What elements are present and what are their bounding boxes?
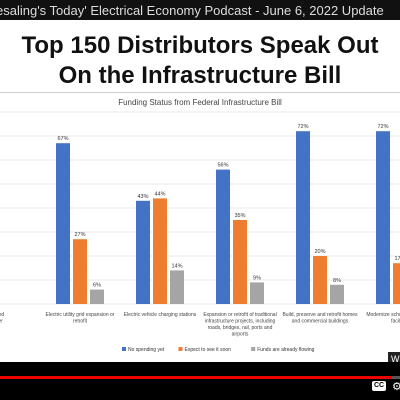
- bar-no-spending-yet: [136, 200, 150, 304]
- bar-funds-are-already-flowing: [170, 270, 184, 304]
- category-label: Electric utility grid expansion or: [46, 312, 115, 318]
- category-label: Expansion or retrofit of traditional: [203, 312, 276, 318]
- bar-expect-to-see-it-soon: [233, 220, 247, 304]
- data-label: 20%: [314, 249, 325, 255]
- bar-expect-to-see-it-soon: [73, 239, 87, 304]
- headline-line-1: Top 150 Distributors Speak Out: [21, 32, 379, 59]
- category-label: facilities: [391, 319, 400, 325]
- legend-swatch: [178, 347, 183, 351]
- data-label: 43%: [137, 194, 148, 200]
- closed-captions-icon[interactable]: CC: [372, 381, 386, 391]
- bar-no-spending-yet: [376, 131, 390, 304]
- category-label: Modernize schools and child-c: [366, 312, 400, 318]
- bar-funds-are-already-flowing: [90, 289, 104, 304]
- progress-fill: [0, 376, 392, 379]
- legend-swatch: [122, 347, 126, 351]
- category-label: Electric vehicle charging stations: [124, 312, 197, 318]
- video-title[interactable]: esaling's Today' Electrical Economy Podc…: [0, 0, 400, 20]
- data-label: 67%: [57, 136, 68, 142]
- legend-label: No spending yet: [128, 347, 165, 353]
- category-label: Build, preserve and retrofit homes: [282, 312, 358, 318]
- bar-no-spending-yet: [216, 169, 230, 304]
- bar-expect-to-see-it-soon: [393, 263, 400, 304]
- data-label: 72%: [377, 124, 388, 130]
- data-label: 56%: [217, 163, 228, 169]
- data-label: 9%: [253, 275, 261, 281]
- data-label: 72%: [297, 124, 308, 130]
- bar-no-spending-yet: [56, 143, 70, 304]
- category-label: and commercial buildings: [292, 319, 349, 325]
- legend-swatch: [251, 347, 256, 351]
- category-label: airports: [232, 332, 249, 338]
- settings-icon[interactable]: ⚙: [392, 381, 400, 393]
- category-label: and: [0, 312, 4, 318]
- data-label: 44%: [154, 191, 165, 197]
- bar-expect-to-see-it-soon: [313, 256, 327, 304]
- category-label: ter: [0, 319, 3, 325]
- bar-chart: andter 67% 27% 6% Electric utility grid expa…: [0, 111, 400, 353]
- bar-no-spending-yet: [296, 131, 310, 304]
- data-label: 35%: [234, 213, 245, 219]
- headline-banner: [0, 20, 400, 92]
- data-label: 8%: [333, 278, 341, 284]
- bar-expect-to-see-it-soon: [153, 198, 167, 304]
- data-label: 27%: [74, 232, 85, 238]
- headline-line-2: On the Infrastructure Bill: [58, 62, 342, 89]
- category-label: roads, bridges, rail, ports and: [208, 325, 273, 331]
- category-label: infrastructure projects, including: [205, 319, 276, 325]
- data-label: 14%: [171, 263, 182, 269]
- data-label: 6%: [93, 283, 101, 289]
- player-controls: [0, 362, 400, 400]
- chart-title: Funding Status from Federal Infrastructu…: [118, 98, 282, 107]
- data-label: 17%: [394, 256, 400, 262]
- legend-label: Expect to see it soon: [185, 347, 232, 353]
- bar-funds-are-already-flowing: [250, 282, 264, 304]
- bar-funds-are-already-flowing: [330, 284, 344, 304]
- progress-bar[interactable]: [0, 376, 400, 379]
- category-label: retrofit: [73, 319, 88, 325]
- legend-label: Funds are already flowing: [257, 347, 314, 353]
